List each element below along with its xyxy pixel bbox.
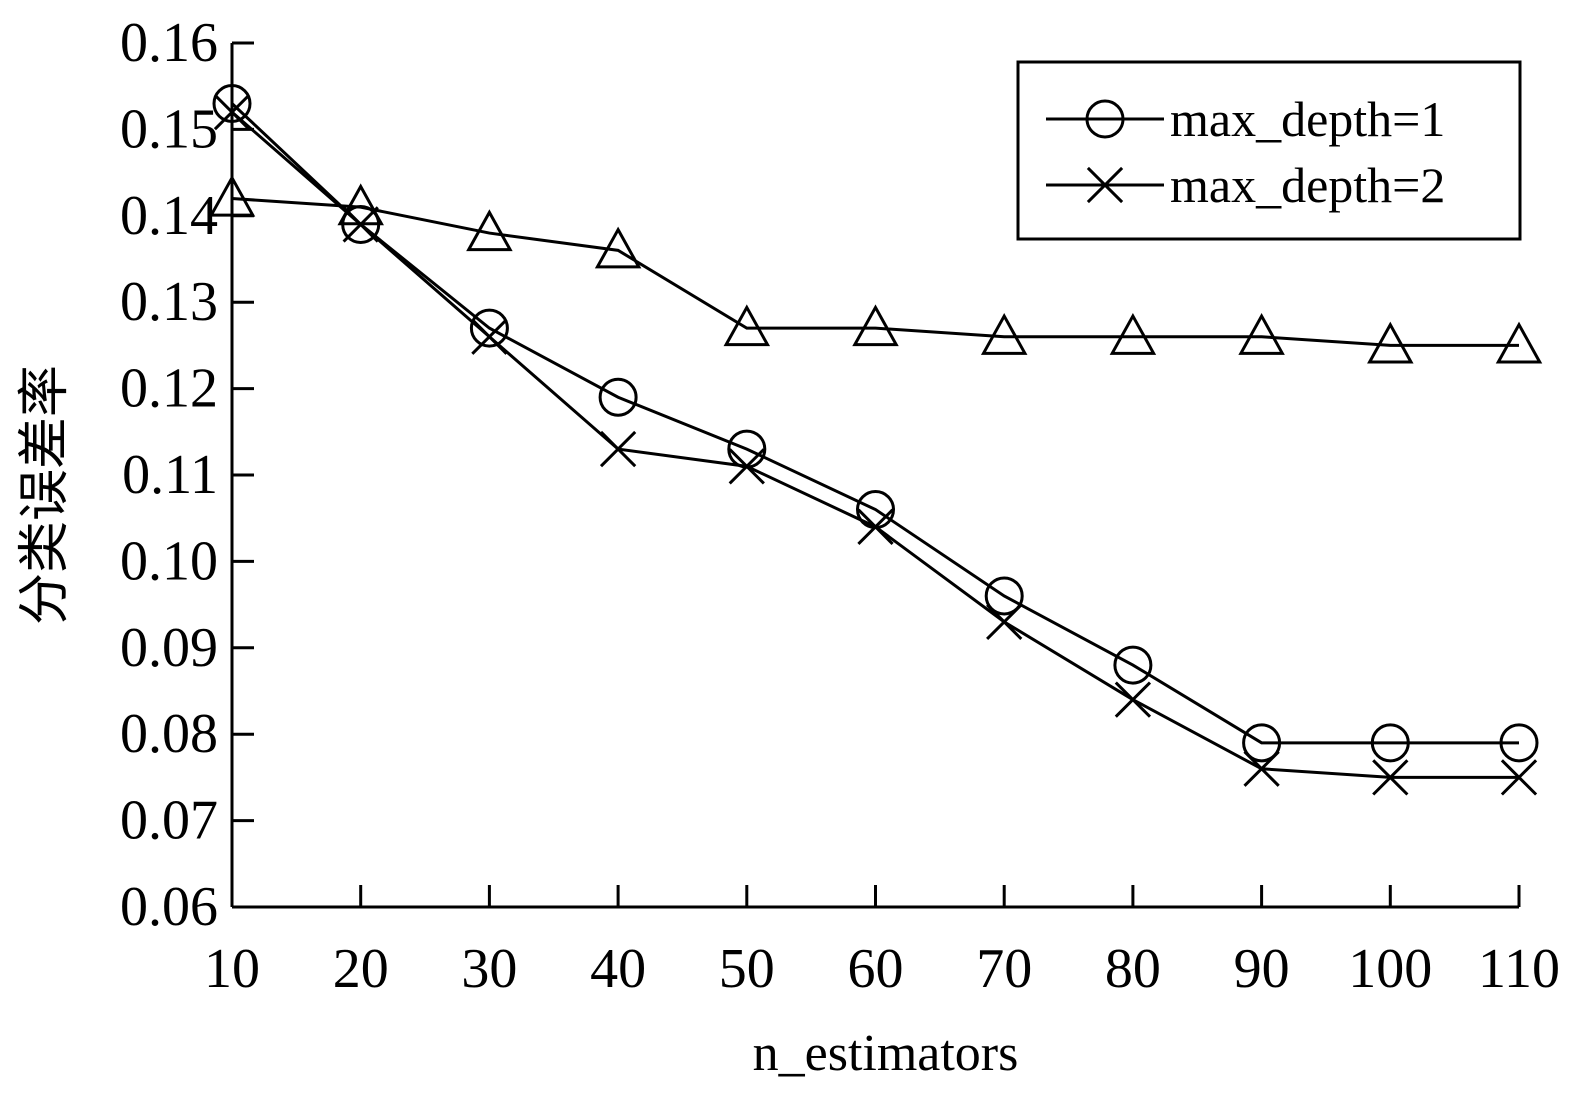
series-cross <box>213 93 1538 796</box>
legend-entry: max_depth=2 <box>1046 157 1445 213</box>
circle-marker <box>212 83 252 123</box>
circle-marker <box>1499 723 1539 763</box>
circle-marker <box>1370 723 1410 763</box>
y-tick-label: 0.08 <box>120 703 218 765</box>
x-tick-label: 20 <box>333 938 389 1000</box>
x-axis-title: n_estimators <box>753 1025 1019 1082</box>
cross-marker <box>213 93 251 131</box>
cross-marker <box>599 430 637 468</box>
x-tick-label: 80 <box>1105 938 1161 1000</box>
cross-marker <box>1372 759 1409 796</box>
triangle-marker <box>980 312 1028 355</box>
triangle-marker <box>1367 321 1414 364</box>
triangle-marker <box>1238 312 1285 355</box>
x-tick-label: 110 <box>1478 938 1560 1000</box>
triangle-marker <box>208 174 256 217</box>
x-tick-label: 70 <box>976 938 1032 1000</box>
triangle-marker <box>1495 321 1543 364</box>
series-line <box>231 197 1519 347</box>
circle-marker <box>469 308 509 348</box>
circle-marker <box>1085 99 1125 139</box>
cross-marker <box>986 603 1023 641</box>
y-tick-label: 0.11 <box>122 444 218 506</box>
x-tick-label: 30 <box>461 938 517 1000</box>
cross-marker <box>1500 759 1538 796</box>
x-tick-label: 10 <box>204 938 260 1000</box>
y-axis-ticks: 0.06 0.07 0.08 0.09 0.10 0.11 0.12 0.13 0.14 0.15… <box>120 12 254 938</box>
series-line <box>230 102 1519 745</box>
series-circle <box>212 83 1539 763</box>
x-tick-label: 90 <box>1234 938 1290 1000</box>
triangle-marker <box>466 209 513 252</box>
circle-marker <box>598 377 638 417</box>
legend-entry: max_depth=1 <box>1046 91 1445 147</box>
circle-marker <box>1113 645 1153 685</box>
y-tick-label: 0.06 <box>120 876 218 938</box>
triangle-marker <box>1109 312 1157 355</box>
series <box>208 83 1543 796</box>
cross-marker <box>1114 681 1152 718</box>
legend-box <box>1016 60 1522 241</box>
y-tick-label: 0.16 <box>120 12 218 74</box>
cross-marker <box>1086 166 1124 204</box>
x-tick-label: 60 <box>848 938 904 1000</box>
legend-label: max_depth=2 <box>1170 157 1445 213</box>
triangle-marker <box>594 226 642 269</box>
y-axis-title: 分类误差率 <box>17 365 74 625</box>
y-tick-label: 0.07 <box>120 790 218 852</box>
legend: max_depth=1 max_depth=2 <box>1016 60 1522 241</box>
legend-label: max_depth=1 <box>1170 91 1445 147</box>
cross-marker <box>728 448 765 485</box>
y-tick-label: 0.15 <box>120 98 218 160</box>
x-tick-label: 50 <box>719 938 775 1000</box>
cross-marker <box>1243 750 1280 787</box>
triangle-marker <box>337 183 384 226</box>
series-triangle <box>208 174 1543 364</box>
x-tick-label: 40 <box>590 938 646 1000</box>
y-tick-label: 0.13 <box>120 271 218 333</box>
y-tick-label: 0.12 <box>120 358 218 420</box>
y-tick-label: 0.14 <box>120 185 218 247</box>
circle-marker <box>1242 723 1282 763</box>
y-tick-label: 0.10 <box>120 530 218 592</box>
y-tick-label: 0.09 <box>120 617 218 679</box>
triangle-marker <box>723 304 771 347</box>
x-axis-ticks: 10 20 30 40 50 60 70 80 90 100 110 <box>204 885 1560 1000</box>
triangle-marker <box>852 304 899 347</box>
cross-marker <box>471 318 508 355</box>
x-tick-label: 100 <box>1348 938 1432 1000</box>
circle-marker <box>984 576 1024 616</box>
cross-marker <box>857 508 894 546</box>
